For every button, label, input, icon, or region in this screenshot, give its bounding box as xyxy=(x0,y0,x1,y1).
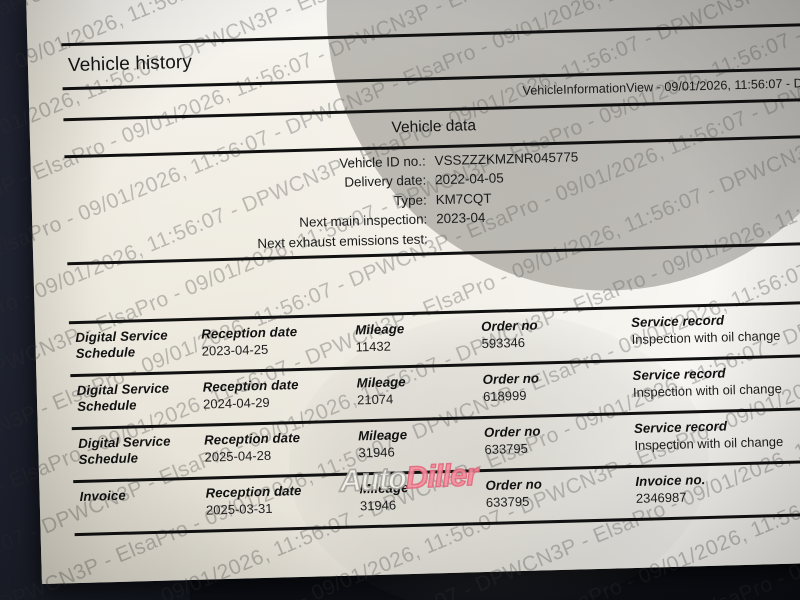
order-no-value: 633795 xyxy=(484,440,529,457)
row-type-label-cell: Digital Service Schedule xyxy=(71,380,204,415)
mileage-label: Mileage xyxy=(357,427,408,444)
row-type-label: Digital Service Schedule xyxy=(75,327,168,361)
record-label-cell: Service record Inspection with oil change xyxy=(631,311,800,348)
mileage-value: 31946 xyxy=(358,444,395,461)
order-no-label-cell: Order no 633795 xyxy=(485,474,636,510)
service-history-table: Digital Service Schedule Reception date 20… xyxy=(69,304,800,537)
reception-date-label-cell: Reception date 2024-04-29 xyxy=(203,376,358,413)
vehicle-data-fields: Vehicle ID no.: VSSZZZKMZNR045775 Delive… xyxy=(64,138,800,262)
mileage-label-cell: Mileage 31946 xyxy=(358,425,485,461)
mileage-label: Mileage xyxy=(355,321,405,338)
row-type-label: Invoice xyxy=(79,487,126,505)
record-value: Inspection with oil change xyxy=(631,327,781,347)
mileage-label-cell: Mileage 31946 xyxy=(359,478,486,514)
reception-date-value: 2024-04-29 xyxy=(202,394,270,412)
row-type-label-cell: Invoice xyxy=(73,486,205,505)
reception-date-value: 2025-03-31 xyxy=(205,500,273,518)
document-body: Vehicle history VehicleInformationView -… xyxy=(61,23,800,537)
order-no-value: 618999 xyxy=(482,387,527,404)
row-type-label: Digital Service Schedule xyxy=(77,433,171,467)
record-label-cell: Service record Inspection with oil change xyxy=(632,364,800,401)
record-value: 2346987 xyxy=(635,489,687,506)
reception-date-value: 2025-04-28 xyxy=(204,447,272,465)
reception-date-value: 2023-04-25 xyxy=(201,341,269,359)
row-type-label-cell: Digital Service Schedule xyxy=(72,433,205,468)
mileage-label-cell: Mileage 21074 xyxy=(356,372,483,408)
mileage-label: Mileage xyxy=(359,480,409,497)
reception-date-label-cell: Reception date 2025-03-31 xyxy=(205,482,360,519)
record-value: Inspection with oil change xyxy=(632,380,783,400)
order-no-label-cell: Order no 593346 xyxy=(481,315,632,351)
order-no-label-cell: Order no 618999 xyxy=(482,368,633,404)
mileage-label-cell: Mileage 11432 xyxy=(355,319,482,355)
mileage-value: 21074 xyxy=(356,391,394,408)
order-no-label-cell: Order no 633795 xyxy=(484,421,635,457)
order-no-value: 593346 xyxy=(481,334,526,351)
order-no-value: 633795 xyxy=(485,493,530,510)
record-label-cell: Invoice no. 2346987 xyxy=(635,470,800,507)
reception-date-label-cell: Reception date 2025-04-28 xyxy=(204,429,359,466)
record-label-cell: Service record Inspection with oil change xyxy=(634,417,800,454)
reception-date-label-cell: Reception date 2023-04-25 xyxy=(201,323,356,360)
mileage-value: 11432 xyxy=(355,338,392,355)
row-type-label-cell: Digital Service Schedule xyxy=(69,327,202,362)
record-value: Inspection with oil change xyxy=(634,433,784,453)
mileage-label: Mileage xyxy=(356,374,406,391)
row-type-label: Digital Service Schedule xyxy=(76,380,170,414)
mileage-value: 31946 xyxy=(359,497,397,514)
